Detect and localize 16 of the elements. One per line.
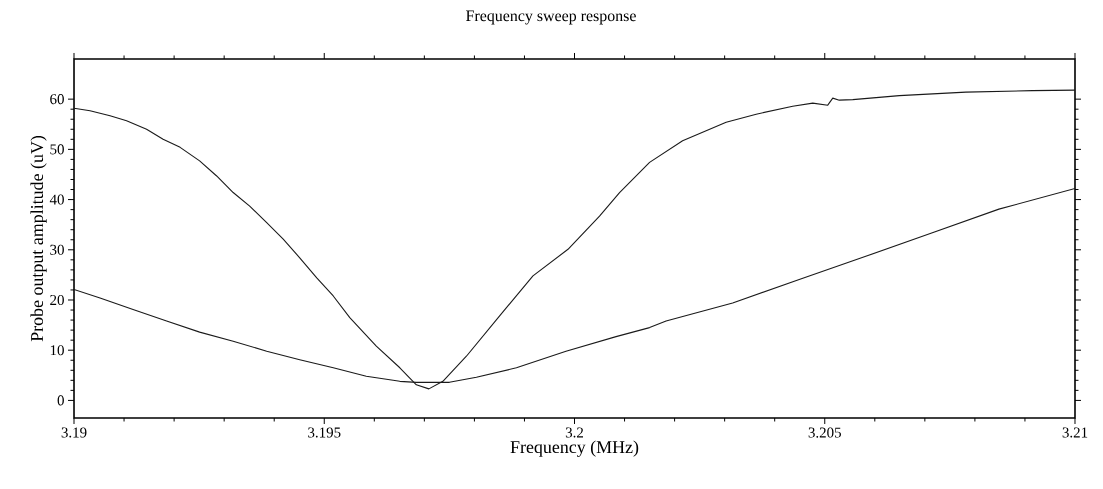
y-tick-label: 30 [50, 244, 64, 255]
x-tick-label: 3.19 [61, 427, 87, 438]
y-tick-label: 60 [50, 94, 64, 105]
y-tick-label: 10 [50, 345, 64, 356]
y-tick-label: 0 [57, 395, 64, 406]
y-axis-title: Probe output amplitude (uV) [30, 135, 47, 342]
y-tick-label: 20 [50, 294, 64, 306]
y-tick-label: 50 [50, 144, 64, 155]
x-tick-label: 3.2 [565, 427, 584, 438]
line-series [74, 89, 1075, 390]
chart-title: Frequency sweep response [466, 10, 636, 25]
x-tick-label: 3.195 [308, 427, 341, 438]
x-axis-title: Frequency (MHz) [510, 440, 639, 457]
x-tick-label: 3.205 [808, 427, 841, 438]
x-tick-label: 3.21 [1062, 427, 1088, 438]
y-tick-label: 40 [49, 194, 64, 205]
